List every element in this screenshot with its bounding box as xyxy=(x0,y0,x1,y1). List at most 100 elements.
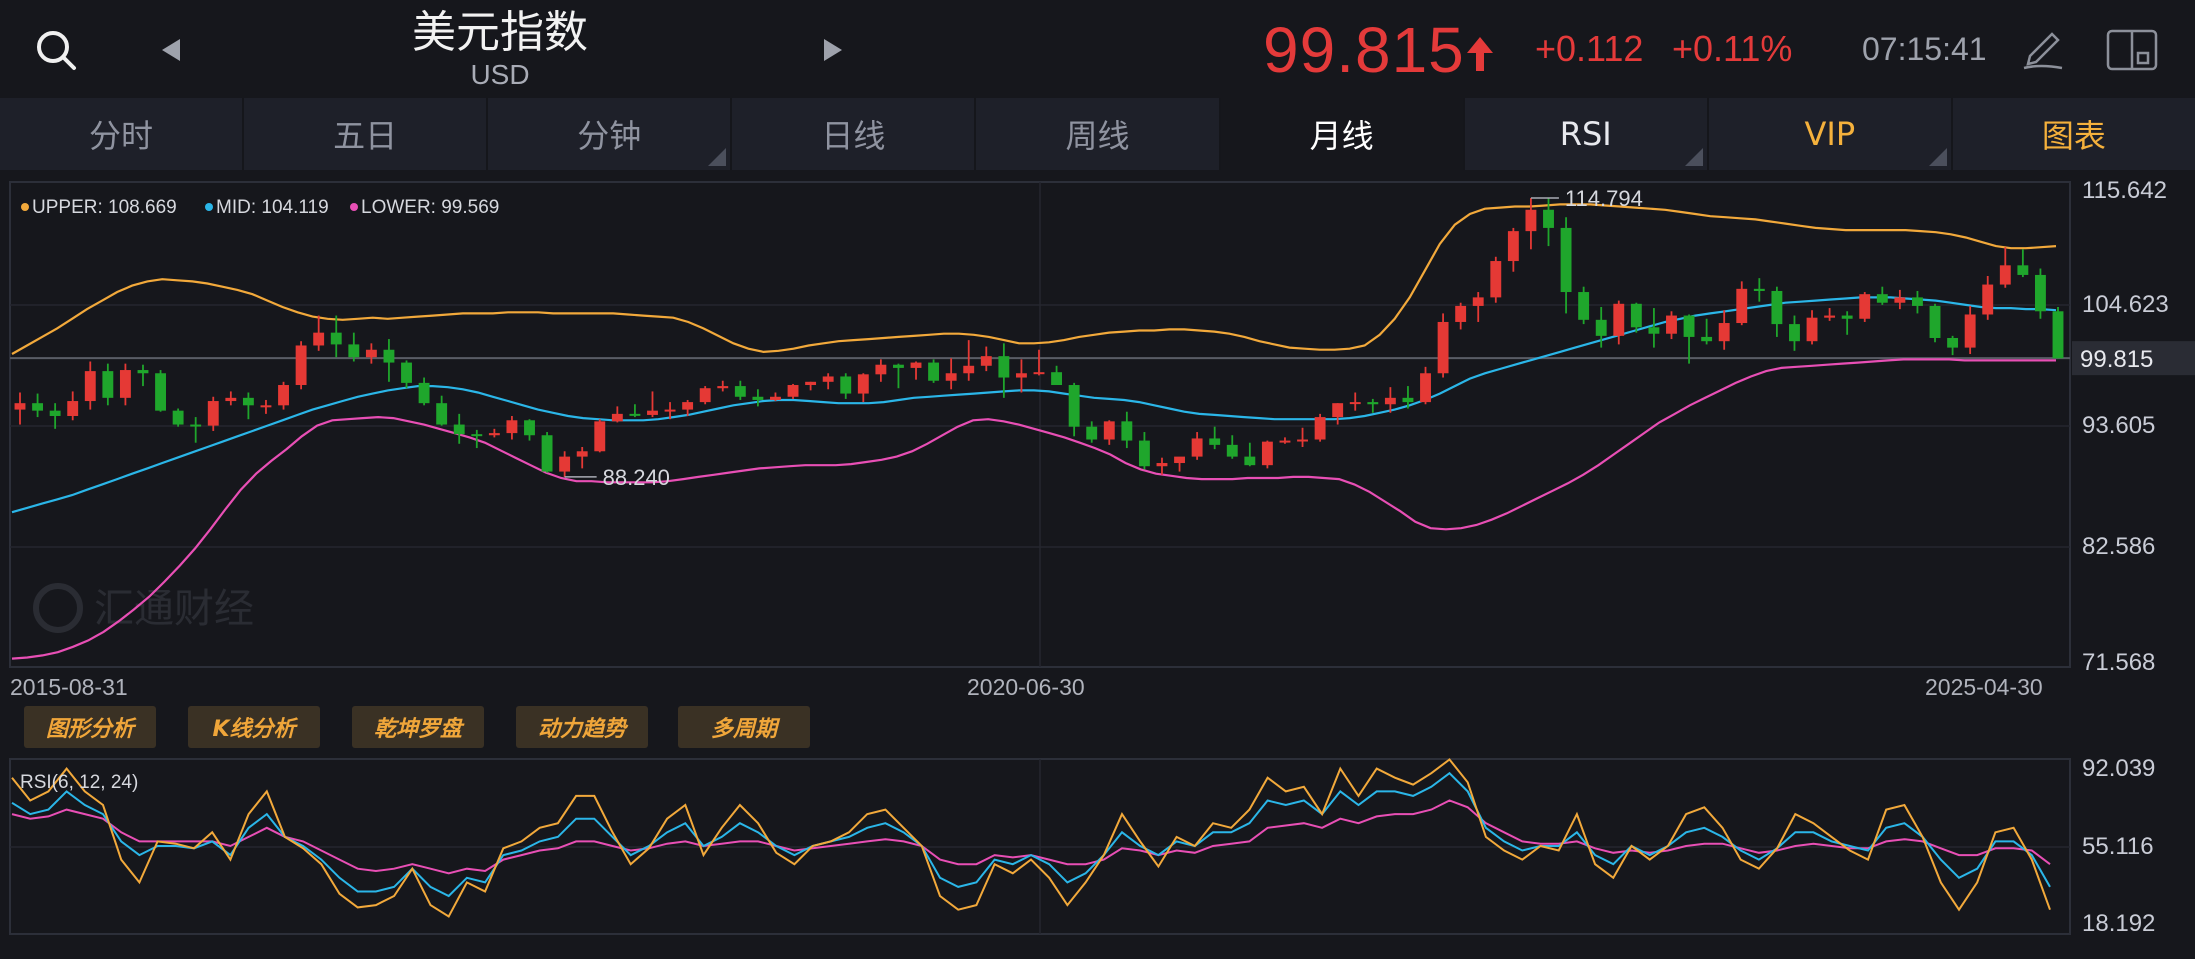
candle xyxy=(910,361,922,380)
candle xyxy=(1718,310,1730,350)
tab-intraday[interactable]: 分时 xyxy=(0,98,245,170)
candle-body xyxy=(242,397,254,406)
tab-minute[interactable]: 分钟 xyxy=(488,98,733,170)
candle xyxy=(1771,286,1783,337)
screen-toggle-icon[interactable] xyxy=(2102,24,2162,76)
tab-label: 月线 xyxy=(1309,117,1374,155)
tab-monthly[interactable]: 月线 xyxy=(1220,98,1465,170)
candle xyxy=(1929,303,1941,343)
max-annotation: 114.794 xyxy=(1530,186,1643,211)
candle xyxy=(1174,456,1185,472)
compass-button[interactable]: 乾坤罗盘 xyxy=(352,706,484,748)
candle-body xyxy=(559,456,571,472)
candle-body xyxy=(910,362,922,368)
price-change-percent: +0.11% xyxy=(1672,28,1793,69)
candle-body xyxy=(1332,403,1344,418)
candle-body xyxy=(1437,321,1449,374)
candle xyxy=(401,360,412,389)
candle-body xyxy=(1999,265,2011,285)
candle-body xyxy=(734,386,746,397)
candle-body xyxy=(1683,315,1695,337)
momentum-trend-button[interactable]: 动力趋势 xyxy=(516,706,648,748)
tab-daily[interactable]: 日线 xyxy=(732,98,977,170)
candle xyxy=(1753,278,1765,302)
tab-label: 图表 xyxy=(2041,117,2106,155)
current-price-label: 99.815 xyxy=(2080,346,2153,373)
instrument-name: 美元指数 xyxy=(412,7,588,58)
candle xyxy=(524,419,535,441)
rsi-y-tick: 55.116 xyxy=(2082,833,2154,860)
search-icon[interactable] xyxy=(26,24,86,76)
candle-body xyxy=(611,413,623,422)
candle-body xyxy=(1156,463,1168,467)
candle xyxy=(1420,366,1431,405)
candle xyxy=(1068,382,1080,437)
candle-body xyxy=(1507,231,1519,262)
candle-body xyxy=(1630,303,1642,328)
candle xyxy=(1103,420,1115,445)
candle xyxy=(84,361,96,410)
candle-body xyxy=(1051,372,1063,386)
candle-body xyxy=(1279,440,1291,443)
watermark-text: 汇通财经 xyxy=(94,586,254,632)
candle xyxy=(49,403,61,429)
candle-body xyxy=(1472,297,1484,306)
y-axis: 115.642 104.623 93.605 82.586 71.568 xyxy=(2082,177,2169,676)
candle-body xyxy=(365,349,377,358)
mid-legend-dot xyxy=(205,203,213,211)
pattern-analysis-button[interactable]: 图形分析 xyxy=(24,706,156,748)
candle xyxy=(1261,440,1273,469)
triangle-left-icon[interactable] xyxy=(150,30,194,70)
candle-body xyxy=(436,403,448,425)
triangle-right-icon[interactable] xyxy=(810,30,854,70)
candle xyxy=(1314,413,1326,442)
candle xyxy=(1666,311,1677,340)
candle-body xyxy=(717,386,729,389)
candle-body xyxy=(119,370,131,398)
candle-body xyxy=(32,403,44,411)
candle xyxy=(734,380,746,400)
candle-body xyxy=(1947,337,1959,348)
candle-body xyxy=(67,401,79,417)
candle-body xyxy=(1490,261,1502,298)
candle xyxy=(1824,308,1836,321)
rsi-chart[interactable]: RSI(6, 12, 24) 92.039 55.116 18.192 xyxy=(0,754,2195,959)
candle-body xyxy=(857,374,869,394)
candle-body xyxy=(278,385,289,406)
x-tick: 2025-04-30 xyxy=(1925,674,2043,700)
tab-chart[interactable]: 图表 xyxy=(1953,98,2195,170)
candle xyxy=(32,393,44,418)
multi-period-button[interactable]: 多周期 xyxy=(678,706,810,748)
candle xyxy=(1349,392,1361,411)
candle-body xyxy=(822,376,834,382)
tab-five-day[interactable]: 五日 xyxy=(244,98,489,170)
kline-analysis-button[interactable]: K线分析 xyxy=(188,706,320,748)
instrument-code: USD xyxy=(470,59,530,90)
current-price-tag: 99.815 xyxy=(2072,341,2195,376)
candle xyxy=(1736,281,1748,326)
candle xyxy=(928,359,940,383)
tab-weekly[interactable]: 周线 xyxy=(976,98,1221,170)
rsi-y-tick: 18.192 xyxy=(2082,910,2155,937)
price-chart[interactable]: 汇通财经 UPPER: 108.669 MID: 104.119 LOWER: … xyxy=(0,170,2195,710)
candle-body xyxy=(594,421,606,452)
candle xyxy=(1507,227,1519,272)
tab-rsi[interactable]: RSI xyxy=(1465,98,1709,170)
x-tick: 2020-06-30 xyxy=(967,674,1085,700)
pencil-icon[interactable] xyxy=(2016,26,2070,76)
tab-label: VIP xyxy=(1804,115,1856,153)
candle-body xyxy=(1209,438,1221,445)
candle-body xyxy=(488,433,500,436)
candle xyxy=(137,364,149,387)
candle-body xyxy=(2017,265,2029,275)
candle xyxy=(752,389,764,407)
candle-body xyxy=(260,405,272,408)
candle-body xyxy=(1894,297,1906,303)
tab-vip[interactable]: VIP xyxy=(1709,98,1953,170)
candle xyxy=(576,446,588,469)
candle xyxy=(242,392,254,420)
candle xyxy=(980,346,992,372)
candle xyxy=(1912,290,1923,314)
candle xyxy=(875,359,887,382)
candle xyxy=(383,339,395,382)
